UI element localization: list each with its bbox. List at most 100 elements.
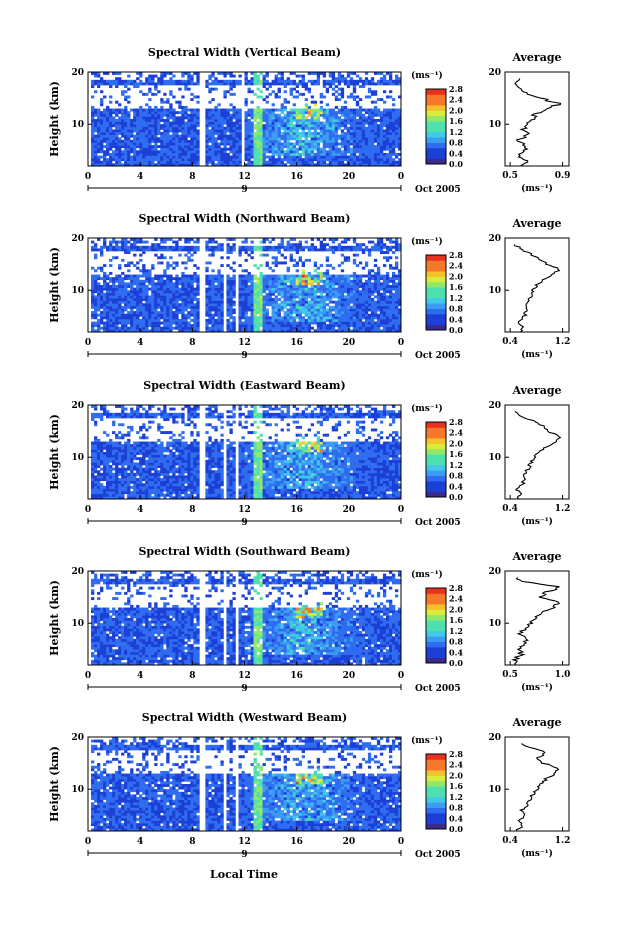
heat-cell <box>190 129 194 133</box>
heat-cell <box>295 129 299 133</box>
heat-cell <box>136 308 140 312</box>
heat-cell <box>355 121 360 125</box>
heat-cell <box>145 145 149 149</box>
heat-cell <box>181 72 185 75</box>
heat-cell <box>184 142 188 146</box>
heat-cell <box>157 318 161 322</box>
heat-cell <box>253 158 257 162</box>
heat-cell <box>319 298 324 301</box>
heat-cell <box>388 298 393 301</box>
heat-cell <box>154 132 158 135</box>
heat-cell <box>397 158 402 162</box>
heat-cell <box>334 303 339 307</box>
heat-cell <box>166 82 170 86</box>
heat-cell <box>208 124 212 128</box>
heat-cell <box>277 145 281 149</box>
heat-cell <box>157 285 161 288</box>
heat-cell <box>226 160 230 164</box>
heat-cell <box>331 300 336 304</box>
heat-cell <box>193 139 197 143</box>
heat-cell <box>214 298 218 301</box>
heat-cell <box>364 285 369 288</box>
heat-cell <box>148 139 152 143</box>
heat-cell <box>271 269 275 273</box>
x-tick-label: 0 <box>398 172 404 182</box>
heat-cell <box>250 321 254 325</box>
heat-cell <box>349 119 354 122</box>
heat-cell <box>331 150 336 154</box>
heat-cell <box>313 277 318 281</box>
heat-cell <box>181 329 185 333</box>
heat-cell <box>364 152 369 156</box>
heat-cell <box>334 277 339 281</box>
heat-cell <box>91 137 95 141</box>
heat-cell <box>358 111 363 115</box>
heat-cell <box>247 277 251 281</box>
heat-cell <box>118 318 122 322</box>
heat-cell <box>274 305 278 309</box>
heat-cell <box>190 298 194 301</box>
heat-cell <box>352 82 357 86</box>
heat-cell <box>166 147 170 151</box>
heat-cell <box>358 137 363 141</box>
heat-cell <box>304 277 308 281</box>
heat-cell <box>127 326 131 330</box>
heat-cell <box>253 72 257 75</box>
heat-cell <box>310 108 315 112</box>
heat-cell <box>103 292 107 296</box>
heat-cell <box>184 150 188 154</box>
heat-cell <box>115 85 119 88</box>
heat-cell <box>352 311 357 315</box>
heat-cell <box>322 145 327 149</box>
heat-cell <box>259 155 263 159</box>
heat-cell <box>310 248 315 252</box>
heat-cell <box>139 124 143 128</box>
heat-cell <box>310 292 315 296</box>
heat-cell <box>361 321 366 325</box>
heat-cell <box>157 256 161 260</box>
heat-cell <box>343 124 348 128</box>
heat-cell <box>259 160 263 164</box>
heat-cell <box>127 248 131 252</box>
heat-cell <box>319 100 324 104</box>
heat-cell <box>301 292 305 296</box>
heat-cell <box>211 326 215 330</box>
heat-cell <box>358 132 363 135</box>
heat-cell <box>106 158 110 162</box>
heat-cell <box>277 277 281 281</box>
heat-cell <box>136 134 140 138</box>
heat-cell <box>274 295 278 299</box>
heat-cell <box>367 95 372 99</box>
heat-cell <box>367 150 372 154</box>
heat-cell <box>346 308 351 312</box>
x-tick-label: 12 <box>238 172 251 182</box>
heat-cell <box>142 111 146 115</box>
heat-cell <box>142 145 146 149</box>
heat-cell <box>382 308 387 312</box>
heat-cell <box>325 145 330 149</box>
heat-cell <box>379 132 384 135</box>
heat-cell <box>262 313 266 317</box>
heat-cell <box>148 158 152 162</box>
heat-cell <box>211 132 215 135</box>
heat-cell <box>268 126 272 130</box>
heat-cell <box>397 279 402 283</box>
heat-cell <box>277 82 281 86</box>
heat-cell <box>211 303 215 307</box>
heat-cell <box>106 326 110 330</box>
heat-cell <box>112 300 116 304</box>
heat-cell <box>178 248 182 252</box>
heat-cell <box>340 308 345 312</box>
heat-cell <box>394 77 399 81</box>
heat-cell <box>376 152 381 156</box>
heat-cell <box>301 271 305 275</box>
heat-cell <box>349 248 354 252</box>
heat-cell <box>121 108 125 112</box>
heat-cell <box>187 132 191 135</box>
heat-cell <box>142 121 146 125</box>
heat-cell <box>142 150 146 154</box>
heat-cell <box>211 98 215 102</box>
heat-cell <box>319 129 324 133</box>
heat-cell <box>247 290 251 294</box>
heat-cell <box>259 82 263 86</box>
